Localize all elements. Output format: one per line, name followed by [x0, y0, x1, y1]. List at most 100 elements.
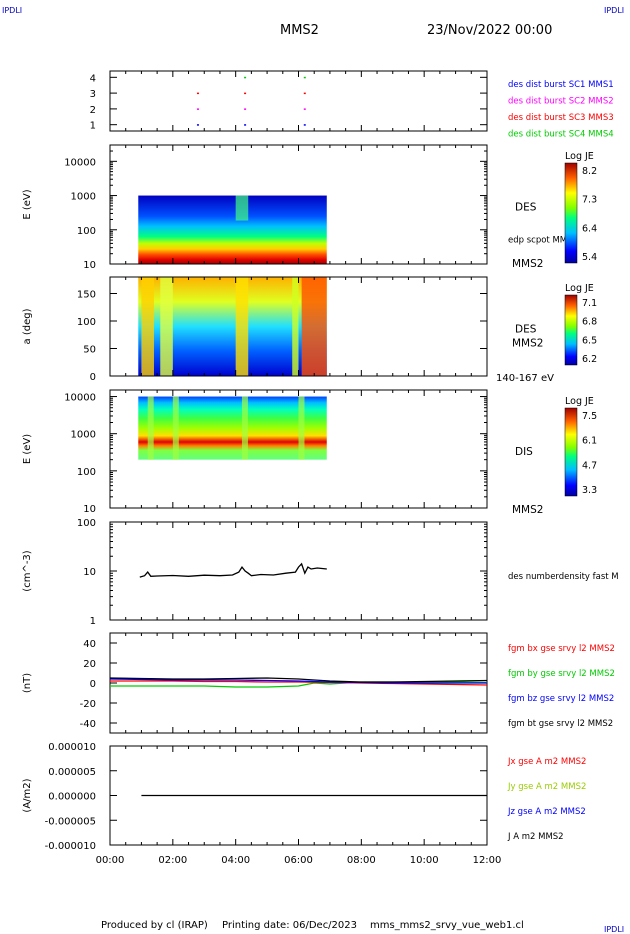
corner-logo-bottom-right: IPDLI [604, 925, 624, 934]
spectrogram-feature [141, 277, 154, 376]
mission-title: MMS2 [280, 23, 319, 38]
panel-frame [109, 521, 488, 621]
burst-mark [244, 108, 247, 110]
y-tick-label: 0.000010 [48, 742, 96, 753]
series-line [109, 678, 487, 684]
footer-printing-date: Printing date: 06/Dec/2023 [222, 920, 357, 931]
colorbar-tick-label: 7.1 [582, 298, 597, 309]
panel-side-label: DES [515, 324, 537, 336]
burst-mark [244, 92, 247, 95]
legend-entry: fgm bx gse srvy l2 MMS2 [508, 644, 615, 654]
y-tick-label: 2 [90, 105, 96, 116]
colorbar-tick-label: 6.1 [582, 436, 597, 447]
spectrogram-feature [160, 277, 173, 376]
panel-side-label: DIS [515, 446, 533, 458]
legend-entry: des dist burst SC4 MMS4 [508, 130, 614, 140]
panel-frame [109, 70, 488, 132]
y-tick-label: 1000 [71, 430, 96, 441]
colorbar-tick-label: 6.4 [582, 223, 597, 234]
burst-mark [196, 108, 199, 110]
burst-mark [244, 124, 247, 126]
y-tick-label: 10 [83, 260, 96, 271]
energy-range-label: 140-167 eV [496, 373, 554, 384]
colorbar-tick-label: 5.4 [582, 252, 597, 263]
y-tick-label: 1000 [71, 192, 96, 203]
legend-entry: des dist burst SC3 MMS3 [508, 113, 614, 123]
date-title: 23/Nov/2022 00:00 [427, 23, 552, 38]
y-tick-label: 100 [77, 317, 96, 328]
burst-mark [303, 92, 306, 95]
burst-mark [196, 92, 199, 95]
legend-entry: fgm bz gse srvy l2 MMS2 [508, 694, 614, 704]
series-line [110, 680, 488, 686]
panel-bottom-label: MMS2 [512, 504, 543, 516]
legend-entry: Jz gse A m2 MMS2 [507, 807, 586, 817]
colorbar-tick-label: 4.7 [582, 460, 597, 471]
y-axis-label: (cm^-3) [22, 550, 33, 591]
colorbar-tick-label: 7.5 [582, 411, 597, 422]
y-tick-label: 50 [83, 345, 96, 356]
y-tick-label: 100 [77, 226, 96, 237]
panel-annotation: edp scpot MMS2 [508, 236, 578, 246]
time-tick-label: 02:00 [158, 855, 187, 866]
legend-entry: des dist burst SC2 MMS2 [508, 97, 614, 107]
y-tick-label: 1 [90, 121, 96, 132]
panel-top-label: MMS2 [512, 258, 543, 270]
y-tick-label: -0.000005 [45, 816, 96, 827]
y-tick-label: -40 [80, 719, 96, 730]
y-tick-label: 0 [90, 679, 96, 690]
y-tick-label: 10000 [64, 393, 96, 404]
legend-entry: des numberdensity fast M [508, 572, 619, 582]
colorbar-tick-label: 6.8 [582, 317, 597, 328]
colorbar-title: Log JE [565, 396, 594, 407]
burst-mark [303, 76, 306, 79]
corner-logo-top-right: IPDLI [604, 6, 624, 15]
y-tick-label: 150 [77, 290, 96, 301]
colorbar-tick-label: 3.3 [582, 485, 597, 496]
burst-mark [303, 124, 306, 126]
burst-mark [244, 76, 247, 79]
colorbar-tick-label: 6.2 [582, 354, 597, 365]
legend-entry: Jy gse A m2 MMS2 [507, 782, 586, 792]
colorbar [564, 407, 578, 497]
legend-entry: J A m2 MMS2 [507, 832, 564, 842]
series-line [139, 562, 327, 578]
spectrogram-feature [235, 195, 249, 221]
footer-filename: mms_mms2_srvy_vue_web1.cl [370, 920, 524, 931]
y-tick-label: -0.000010 [45, 841, 96, 852]
panel-side-label-2: MMS2 [512, 338, 543, 350]
y-tick-label: 0.000005 [48, 767, 96, 778]
panel-side-label: DES [515, 202, 537, 214]
y-tick-label: 4 [90, 73, 96, 84]
spectrogram [138, 195, 327, 264]
spectrogram-feature [172, 396, 179, 460]
time-tick-label: 06:00 [284, 855, 313, 866]
burst-mark [303, 108, 306, 110]
colorbar-tick-label: 6.5 [582, 335, 597, 346]
colorbar-title: Log JE [565, 283, 594, 294]
footer-producer: Produced by cl (IRAP) [101, 920, 208, 931]
corner-logo-top-left: IPDLI [2, 6, 22, 15]
spectrogram-feature [147, 396, 154, 460]
y-tick-label: 100 [77, 518, 96, 529]
y-tick-label: 10000 [64, 157, 96, 168]
series-line [109, 677, 488, 683]
burst-mark [196, 124, 199, 126]
colorbar [564, 294, 578, 366]
legend-entry: fgm bt gse srvy l2 MMS2 [508, 719, 613, 729]
spectrogram-feature [292, 277, 299, 376]
y-tick-label: 40 [83, 639, 96, 650]
y-axis-label: (A/m2) [22, 778, 33, 812]
colorbar [564, 162, 578, 264]
y-tick-label: 10 [83, 504, 96, 515]
y-axis-label: E (eV) [22, 189, 33, 219]
y-tick-label: 0.000000 [48, 792, 96, 803]
y-axis-label: E (eV) [22, 434, 33, 464]
colorbar-tick-label: 8.2 [582, 166, 597, 177]
y-tick-label: 20 [83, 659, 96, 670]
spectrogram-feature [235, 277, 249, 376]
y-tick-label: -20 [80, 699, 96, 710]
y-tick-label: 3 [90, 89, 96, 100]
spectrogram-feature [301, 277, 327, 376]
